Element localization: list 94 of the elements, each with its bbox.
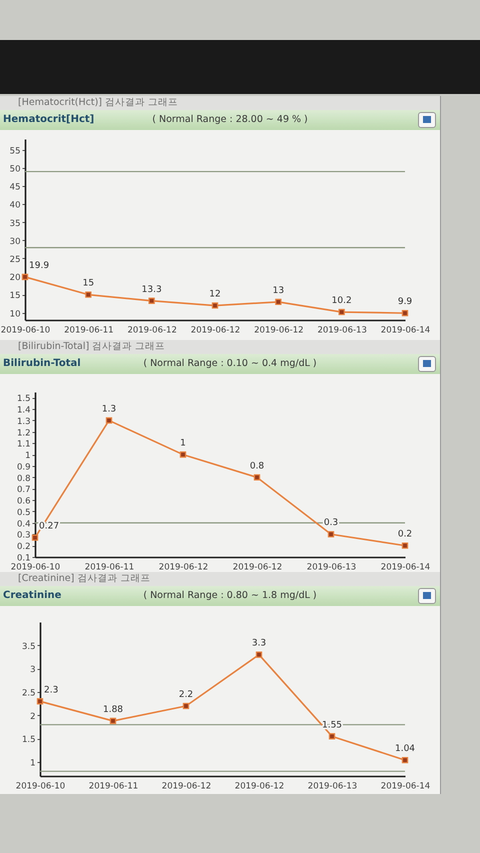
x-tick-label: 2019-06-11 xyxy=(88,782,138,792)
x-tick-label: 2019-06-11 xyxy=(84,562,134,572)
y-tick-label: 0.4 xyxy=(16,519,30,530)
x-tick-label: 2019-06-12 xyxy=(234,782,284,792)
y-tick-label: 50 xyxy=(10,164,20,174)
y-tick-label: 0.6 xyxy=(16,496,30,507)
y-tick-label: 2 xyxy=(30,712,36,722)
x-tick-label: 2019-06-14 xyxy=(380,562,430,572)
point xyxy=(212,302,218,309)
chart-subtitle: Hematocrit[Hct] xyxy=(3,114,94,125)
point xyxy=(106,417,112,424)
point xyxy=(180,451,186,458)
data-label: 2.3 xyxy=(44,685,58,696)
point xyxy=(328,733,336,740)
data-label: 15 xyxy=(82,278,94,289)
data-label: 10.2 xyxy=(332,296,352,306)
chart-subtitle: Creatinine xyxy=(3,590,62,601)
y-tick-label: 1.1 xyxy=(16,440,30,450)
point xyxy=(402,542,408,549)
x-tick-label: 2019-06-12 xyxy=(158,562,208,572)
data-label: 1.3 xyxy=(102,404,116,414)
point xyxy=(338,308,345,316)
y-tick-label: 35 xyxy=(10,218,20,229)
x-tick-label: 2019-06-12 xyxy=(127,326,177,336)
point xyxy=(328,531,334,538)
y-tick-label: 1.2 xyxy=(16,428,30,438)
y-tick-label: 0.9 xyxy=(16,462,30,472)
point xyxy=(110,718,116,724)
y-tick-label: 0.2 xyxy=(16,542,30,552)
x-tick-label: 2019-06-12 xyxy=(232,562,282,572)
y-tick-label: 40 xyxy=(10,200,20,211)
y-tick-label: 45 xyxy=(10,182,20,193)
chart-title: [Hematocrit(Hct)] 검사결과 그래프 xyxy=(0,96,440,110)
y-tick-label: 1.5 xyxy=(16,394,30,404)
chart-title: [Creatinine] 검사결과 그래프 xyxy=(0,572,440,586)
data-label: 1.88 xyxy=(102,704,124,715)
point xyxy=(402,310,408,316)
chart-title: [Bilirubin-Total] 검사결과 그래프 xyxy=(0,340,440,354)
y-tick-label: 1.3 xyxy=(16,416,30,427)
data-label: 1 xyxy=(180,438,186,449)
point xyxy=(402,756,408,764)
x-tick-label: 2019-06-13 xyxy=(317,326,367,336)
x-tick-label: 2019-06-12 xyxy=(190,326,240,336)
y-tick-label: 15 xyxy=(10,291,20,302)
y-tick-label: 1 xyxy=(25,451,30,462)
y-tick-label: 0.8 xyxy=(16,474,30,484)
y-tick-label: 20 xyxy=(10,273,20,284)
point xyxy=(32,534,38,541)
x-tick-label: 2019-06-10 xyxy=(10,562,60,572)
text: ( Normal Range : 0.10 ~ 0.4 mg/dL ) xyxy=(142,358,318,369)
y-tick-label: 10 xyxy=(10,309,20,320)
x-tick-label: 2019-06-13 xyxy=(308,782,358,792)
point xyxy=(182,702,190,710)
x-tick-label: 2019-06-10 xyxy=(0,326,50,336)
y-tick-label: 55 xyxy=(10,146,20,156)
data-label: 2.2 xyxy=(178,690,194,700)
data-label: 13.3 xyxy=(142,284,162,295)
y-tick-label: 1.5 xyxy=(22,735,36,746)
y-tick-label: 25 xyxy=(10,254,20,265)
y-tick-label: 3 xyxy=(30,665,36,676)
y-tick-label: 0.5 xyxy=(16,508,30,518)
x-tick-label: 2019-06-10 xyxy=(16,782,66,792)
x-tick-label: 2019-06-14 xyxy=(380,326,430,336)
x-tick-label: 2019-06-12 xyxy=(162,782,212,792)
point xyxy=(85,292,92,298)
x-tick-label: 2019-06-11 xyxy=(64,326,114,336)
chart-subtitle: Bilirubin-Total xyxy=(3,358,81,369)
point xyxy=(36,698,44,704)
point xyxy=(256,652,262,658)
y-tick-label: 0.7 xyxy=(16,485,30,496)
point xyxy=(22,274,28,280)
data-label: 1.04 xyxy=(394,744,416,754)
data-label: 19.9 xyxy=(29,260,50,271)
data-label: 9.9 xyxy=(398,297,412,308)
text: ( Normal Range : 28.00 ~ 49 % ) xyxy=(151,114,309,125)
data-label: 0.8 xyxy=(250,461,264,472)
x-tick-label: 2019-06-12 xyxy=(254,326,304,336)
text: ( Normal Range : 0.80 ~ 1.8 mg/dL ) xyxy=(142,590,318,601)
point xyxy=(275,298,282,306)
data-label: 0.2 xyxy=(398,530,412,540)
y-tick-label: 0.3 xyxy=(16,530,30,541)
y-tick-label: 2.5 xyxy=(22,688,36,698)
y-tick-label: 0.1 xyxy=(16,554,30,564)
y-tick-label: 30 xyxy=(10,236,20,247)
data-label: 12 xyxy=(209,290,221,300)
data-label: 13 xyxy=(272,286,284,296)
x-tick-label: 2019-06-13 xyxy=(306,562,356,572)
y-tick-label: 1.4 xyxy=(16,406,30,416)
x-tick-label: 2019-06-14 xyxy=(380,782,430,792)
y-tick-label: 1 xyxy=(30,758,36,768)
data-label: 3.3 xyxy=(252,638,266,649)
point xyxy=(254,474,260,480)
y-tick-label: 3.5 xyxy=(22,642,36,652)
point xyxy=(148,298,155,304)
